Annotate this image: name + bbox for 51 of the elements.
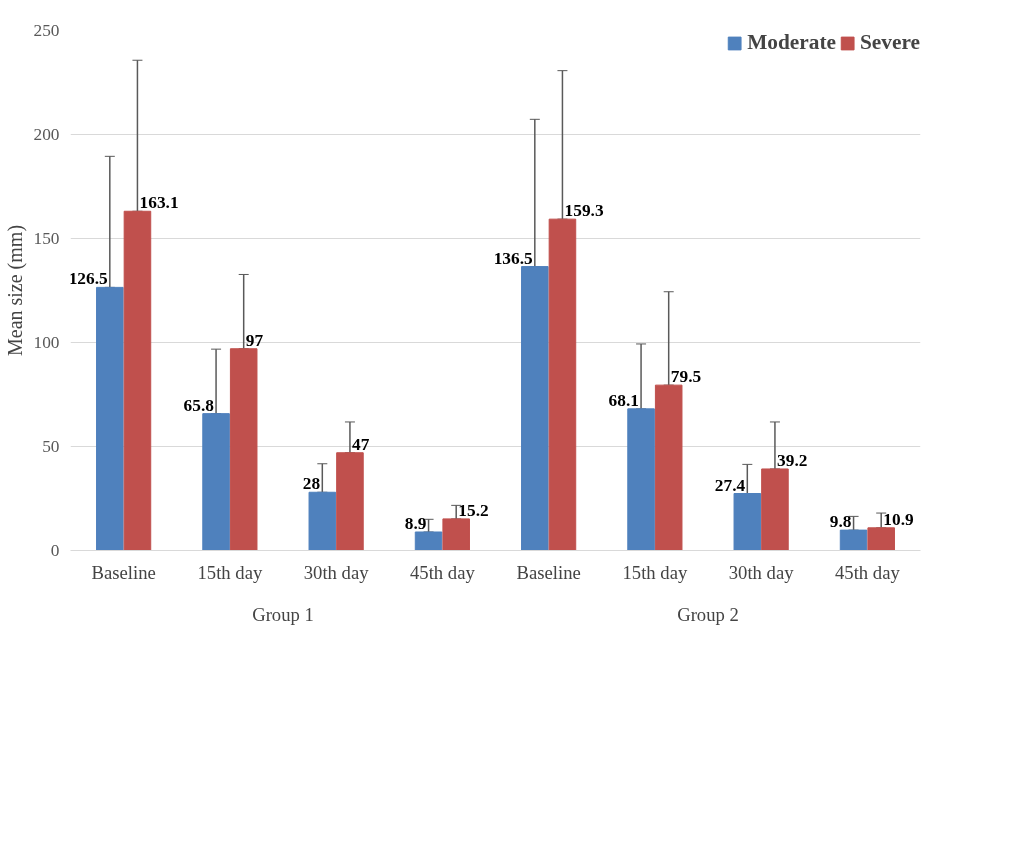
bar [442, 518, 470, 551]
x-tick-label: 15th day [197, 561, 263, 583]
data-label: 65.8 [183, 395, 215, 415]
bar [202, 413, 230, 551]
data-label: 28 [302, 474, 321, 494]
text: Group 2 [677, 603, 739, 625]
bar [96, 286, 124, 551]
data-label: 10.9 [883, 509, 914, 529]
bar [761, 468, 789, 551]
data-label: 163.1 [139, 193, 179, 213]
bar [336, 452, 364, 551]
bar [229, 348, 258, 551]
x-tick-label: 30th day [303, 561, 370, 583]
data-label: 15.2 [458, 500, 489, 520]
data-label: 27.4 [714, 475, 746, 495]
bar [733, 493, 762, 551]
legend-label: Severe [859, 30, 920, 55]
y-tick-label: 50 [42, 437, 60, 456]
data-label: 126.5 [68, 269, 109, 289]
data-label: 9.8 [829, 512, 852, 532]
legend-label: Moderate [747, 30, 836, 55]
data-label: 47 [352, 434, 370, 454]
data-label: 136.5 [493, 248, 534, 268]
bar [867, 527, 895, 551]
x-tick-label: 15th day [622, 561, 688, 583]
y-axis-title: Mean size (mm) [3, 224, 27, 357]
text: Group 1 [252, 603, 314, 625]
data-label: 68.1 [608, 390, 639, 410]
data-label: 79.5 [670, 367, 702, 387]
y-tick-label: 100 [33, 333, 60, 352]
x-tick-label: 45th day [409, 561, 476, 583]
data-label: 159.3 [564, 201, 604, 221]
bar [839, 529, 868, 551]
y-tick-label: 250 [33, 21, 60, 40]
x-tick-label: Baseline [91, 561, 156, 583]
y-tick-label: 0 [50, 541, 60, 560]
bar [123, 210, 152, 551]
data-label: 8.9 [404, 513, 427, 533]
bar [548, 218, 577, 551]
bar [521, 266, 549, 551]
data-label: 39.2 [777, 450, 808, 470]
data-label: 97 [245, 330, 264, 350]
bar [414, 531, 443, 551]
x-tick-label: Baseline [516, 561, 581, 583]
bar [627, 408, 655, 551]
y-tick-label: 200 [33, 125, 60, 144]
bar [654, 384, 683, 551]
x-tick-label: 30th day [728, 561, 795, 583]
y-tick-label: 150 [33, 229, 60, 248]
bar [308, 491, 337, 551]
x-tick-label: 45th day [834, 561, 901, 583]
